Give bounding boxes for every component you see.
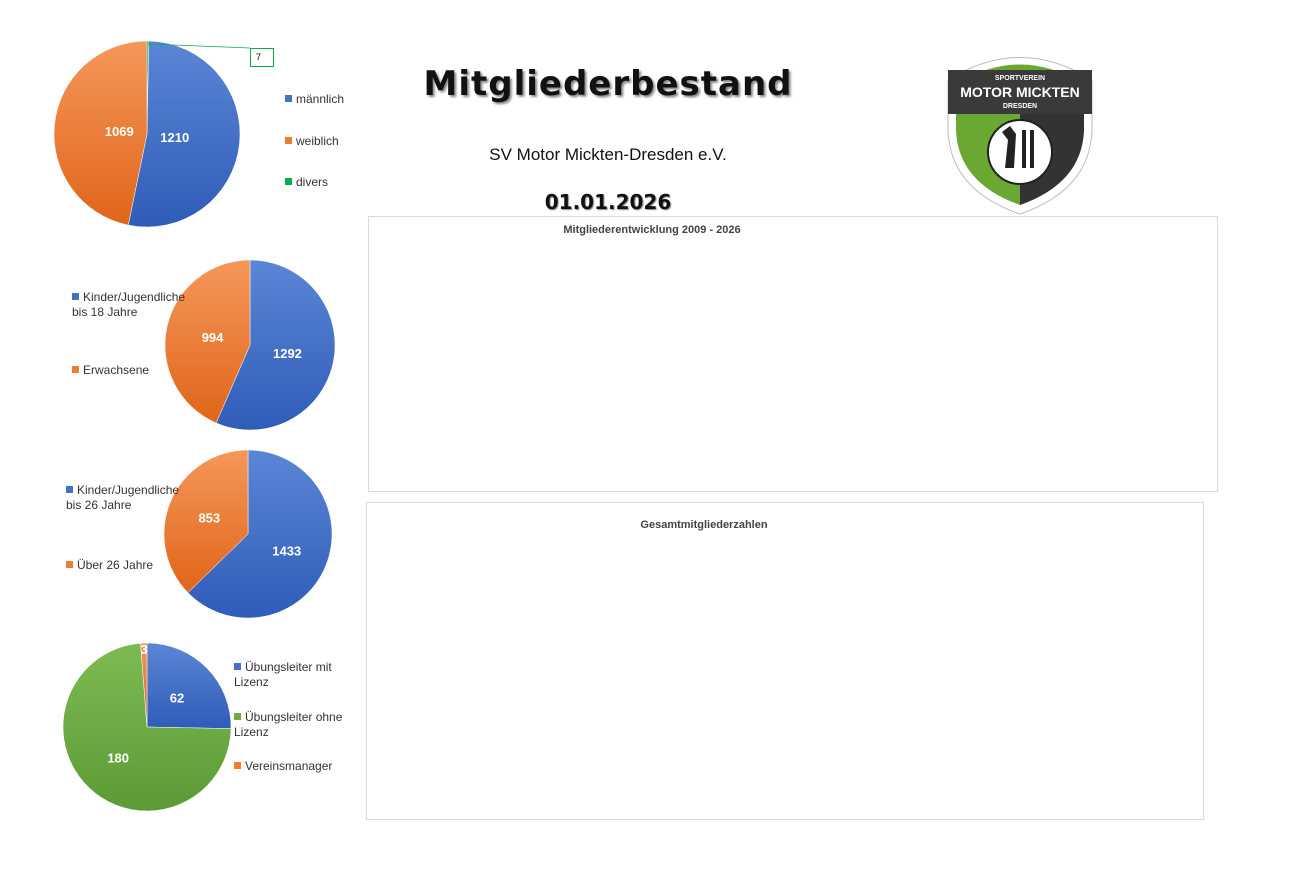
legend-item-adults: Erwachsene <box>72 363 149 378</box>
pie-slice <box>62 642 232 812</box>
legend-label: divers <box>296 175 329 189</box>
legend-label: bis 18 Jahre <box>72 305 138 319</box>
legend-item-trainer-unlicensed: Übungsleiter ohne Lizenz <box>234 710 342 740</box>
legend-item-youth-26: Kinder/Jugendliche bis 26 Jahre <box>66 483 179 513</box>
legend-label: Lizenz <box>234 725 269 739</box>
legend-label: Übungsleiter mit <box>245 660 332 674</box>
crest-bar <box>1030 130 1034 168</box>
club-name: SV Motor Mickten-Dresden e.V. <box>489 145 727 164</box>
bar-chart-panel <box>366 502 1204 820</box>
legend-item-over-26: Über 26 Jahre <box>66 558 153 573</box>
callout-line <box>147 43 251 49</box>
logo-text: SPORTVEREIN <box>995 75 1045 82</box>
pie-slice <box>127 40 241 228</box>
pie-data-label: 180 <box>107 751 129 766</box>
legend-label: Übungsleiter ohne <box>245 710 343 724</box>
pie-data-label: 3 <box>140 642 147 657</box>
legend-label: Über 26 Jahre <box>77 558 154 572</box>
legend-item-male: männlich <box>285 92 344 107</box>
legend-item-female: weiblich <box>285 134 339 149</box>
bar-chart-title: Gesamtmitgliederzahlen <box>640 519 768 531</box>
legend-label: Kinder/Jugendliche <box>83 290 186 304</box>
pie-slice <box>187 449 333 619</box>
pie-data-label: 1210 <box>160 130 189 145</box>
legend-label: Lizenz <box>234 675 269 689</box>
legend-label: bis 26 Jahre <box>66 498 132 512</box>
legend-item-youth-18: Kinder/Jugendliche bis 18 Jahre <box>72 290 185 320</box>
pie-data-label: 1433 <box>272 543 301 558</box>
pie-data-label: 853 <box>198 511 220 526</box>
legend-item-club-manager: Vereinsmanager <box>234 759 332 774</box>
crest-bar <box>1022 130 1026 168</box>
legend-label: Vereinsmanager <box>245 759 333 773</box>
divers-callout: 7 <box>250 48 274 67</box>
pie-data-label: 1292 <box>273 346 302 361</box>
legend-label: Erwachsene <box>83 363 150 377</box>
legend-item-trainer-licensed: Übungsleiter mit Lizenz <box>234 660 332 690</box>
legend-label: weiblich <box>296 134 339 148</box>
pie-data-label: 1069 <box>105 124 134 139</box>
pie-slice <box>163 449 249 594</box>
pie-slice <box>140 642 148 728</box>
pie-slice <box>53 40 148 226</box>
pie-slice <box>146 642 232 729</box>
lion-icon <box>1002 126 1016 168</box>
legend-label: männlich <box>296 92 345 106</box>
legend-item-divers: divers <box>285 175 328 190</box>
logo-text: DRESDEN <box>1003 103 1037 110</box>
logo-text: MOTOR MICKTEN <box>960 84 1080 100</box>
logo-banner <box>948 70 1092 114</box>
pie-slice <box>164 259 251 424</box>
pie-data-label: 994 <box>202 330 224 345</box>
legend-label: Kinder/Jugendliche <box>77 483 180 497</box>
pie-slice <box>215 259 336 431</box>
report-date: 01.01.2026 <box>544 190 672 214</box>
line-chart-title: Mitgliederentwicklung 2009 - 2026 <box>563 224 741 236</box>
pie-data-label: 62 <box>170 691 184 706</box>
line-chart-panel <box>368 216 1218 492</box>
crest-circle <box>987 119 1053 185</box>
page-title: Mitgliederbestand <box>423 64 793 104</box>
club-logo: SPORTVEREIN MOTOR MICKTEN DRESDEN <box>947 57 1093 215</box>
